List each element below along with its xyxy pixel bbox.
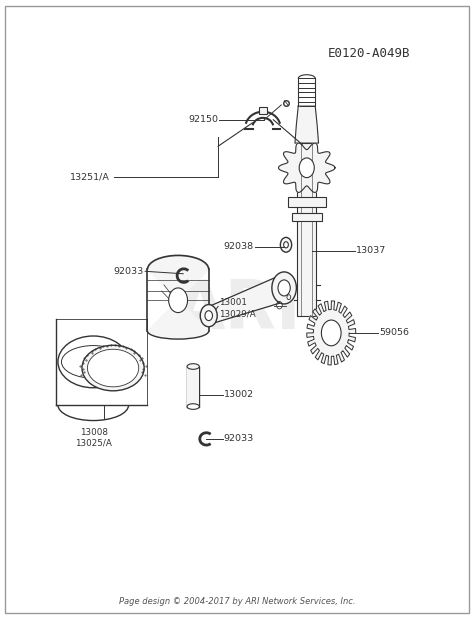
Polygon shape: [307, 301, 356, 365]
Bar: [288, 197, 326, 207]
Text: 13037: 13037: [356, 246, 386, 256]
Text: 59056: 59056: [379, 329, 410, 337]
Text: ARI: ARI: [173, 277, 301, 342]
Text: 92038: 92038: [224, 242, 254, 251]
Text: 92150: 92150: [188, 115, 218, 124]
Ellipse shape: [87, 349, 139, 387]
Ellipse shape: [187, 404, 199, 409]
Circle shape: [278, 280, 290, 296]
Text: 13002: 13002: [224, 390, 254, 399]
Circle shape: [280, 238, 292, 252]
Bar: [297, 143, 316, 316]
Circle shape: [200, 305, 217, 327]
Circle shape: [283, 241, 288, 248]
Text: 13008
13025/A: 13008 13025/A: [75, 428, 112, 448]
Text: 13001
13029/A: 13001 13029/A: [219, 298, 256, 318]
Polygon shape: [279, 143, 335, 193]
Text: E0120-A049B: E0120-A049B: [328, 47, 410, 60]
Ellipse shape: [82, 345, 144, 391]
Polygon shape: [295, 106, 319, 143]
Circle shape: [169, 288, 188, 313]
Circle shape: [299, 158, 314, 178]
Bar: [292, 213, 322, 222]
Text: 92033: 92033: [224, 435, 254, 443]
Bar: [187, 366, 199, 407]
Circle shape: [205, 311, 212, 321]
Bar: [259, 107, 267, 113]
Text: 92033: 92033: [113, 267, 144, 276]
Text: 13251/A: 13251/A: [70, 173, 110, 181]
Polygon shape: [147, 256, 209, 339]
Ellipse shape: [187, 364, 199, 370]
Circle shape: [321, 320, 341, 346]
Polygon shape: [207, 275, 287, 324]
Text: Page design © 2004-2017 by ARI Network Services, Inc.: Page design © 2004-2017 by ARI Network S…: [119, 597, 355, 606]
Circle shape: [272, 272, 296, 304]
